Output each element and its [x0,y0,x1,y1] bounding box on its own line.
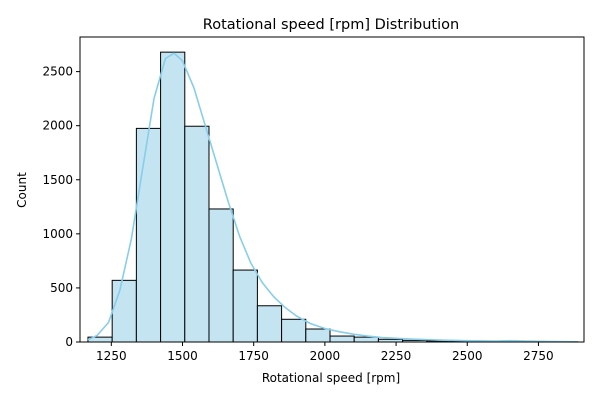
y-axis-ticks: 0 500 1000 1500 2000 2500 [42,65,80,349]
x-axis-label: Rotational speed [rpm] [262,371,400,385]
histogram-bar [306,329,330,342]
x-tick-label: 2250 [381,349,412,363]
y-tick-label: 2000 [42,119,73,133]
x-tick-label: 2500 [452,349,483,363]
x-tick-label: 2000 [310,349,341,363]
histogram-bar [354,337,378,342]
histogram-bar [233,270,257,342]
y-tick-label: 1500 [42,173,73,187]
y-axis-label: Count [15,172,29,208]
y-tick-label: 1000 [42,227,73,241]
histogram-bar [112,280,136,342]
histogram-bar [282,319,306,342]
histogram-bar [185,126,209,342]
y-tick-label: 0 [65,335,73,349]
histogram-bar [161,52,185,342]
x-tick-label: 1500 [167,349,198,363]
x-tick-label: 2750 [523,349,554,363]
histogram-bar [209,209,233,342]
x-axis-ticks: 1250 1500 1750 2000 2250 2500 2750 [96,342,554,363]
x-tick-label: 1250 [96,349,127,363]
histogram-bar [330,336,354,342]
chart-title: Rotational speed [rpm] Distribution [203,17,459,33]
bars-layer [88,52,572,342]
y-tick-label: 500 [50,281,73,295]
histogram-bar [257,306,281,342]
y-tick-label: 2500 [42,65,73,79]
x-tick-label: 1750 [238,349,269,363]
histogram-bar [136,128,160,342]
